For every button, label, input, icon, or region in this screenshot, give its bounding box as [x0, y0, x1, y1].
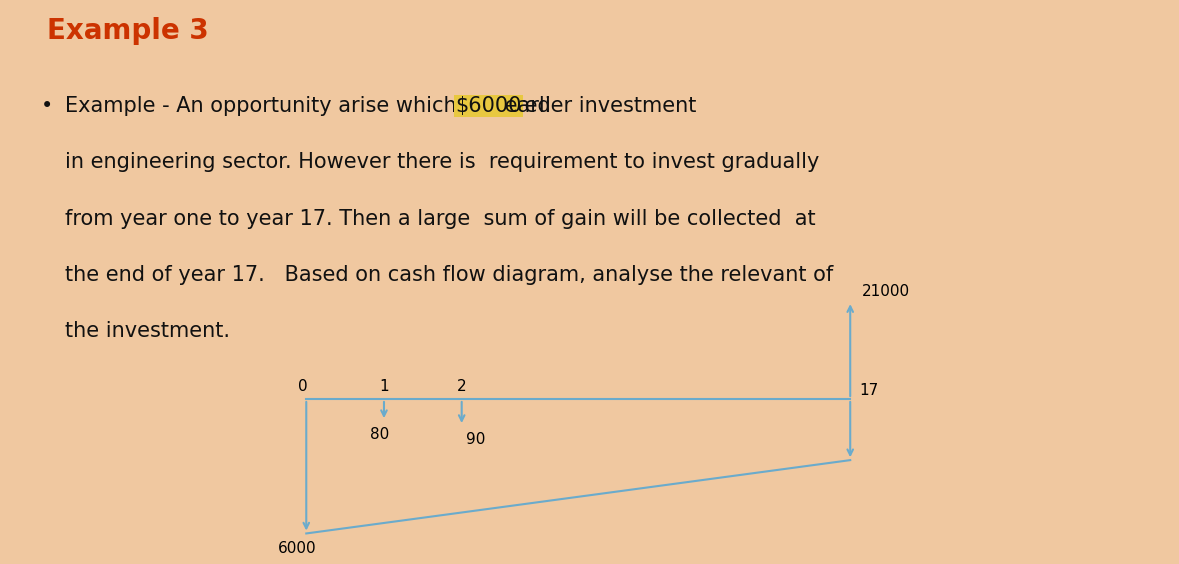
Text: 80: 80 — [370, 427, 390, 442]
Text: earlier investment: earlier investment — [498, 96, 696, 116]
Text: Example - An opportunity arise which required: Example - An opportunity arise which req… — [65, 96, 558, 116]
Text: Example 3: Example 3 — [47, 17, 209, 45]
Text: from year one to year 17. Then a large  sum of gain will be collected  at: from year one to year 17. Then a large s… — [65, 209, 816, 228]
Text: 6000: 6000 — [277, 541, 316, 556]
Text: in engineering sector. However there is  requirement to invest gradually: in engineering sector. However there is … — [65, 152, 819, 172]
Text: 17: 17 — [859, 383, 878, 398]
Text: 2: 2 — [457, 379, 467, 394]
Text: 1: 1 — [380, 379, 389, 394]
Text: •: • — [41, 96, 60, 116]
Text: $6000: $6000 — [455, 96, 521, 116]
Text: the end of year 17.   Based on cash flow diagram, analyse the relevant of: the end of year 17. Based on cash flow d… — [65, 265, 834, 285]
Text: 0: 0 — [297, 379, 308, 394]
Text: 21000: 21000 — [862, 284, 910, 299]
Text: 90: 90 — [466, 432, 485, 447]
Text: the investment.: the investment. — [65, 321, 230, 341]
